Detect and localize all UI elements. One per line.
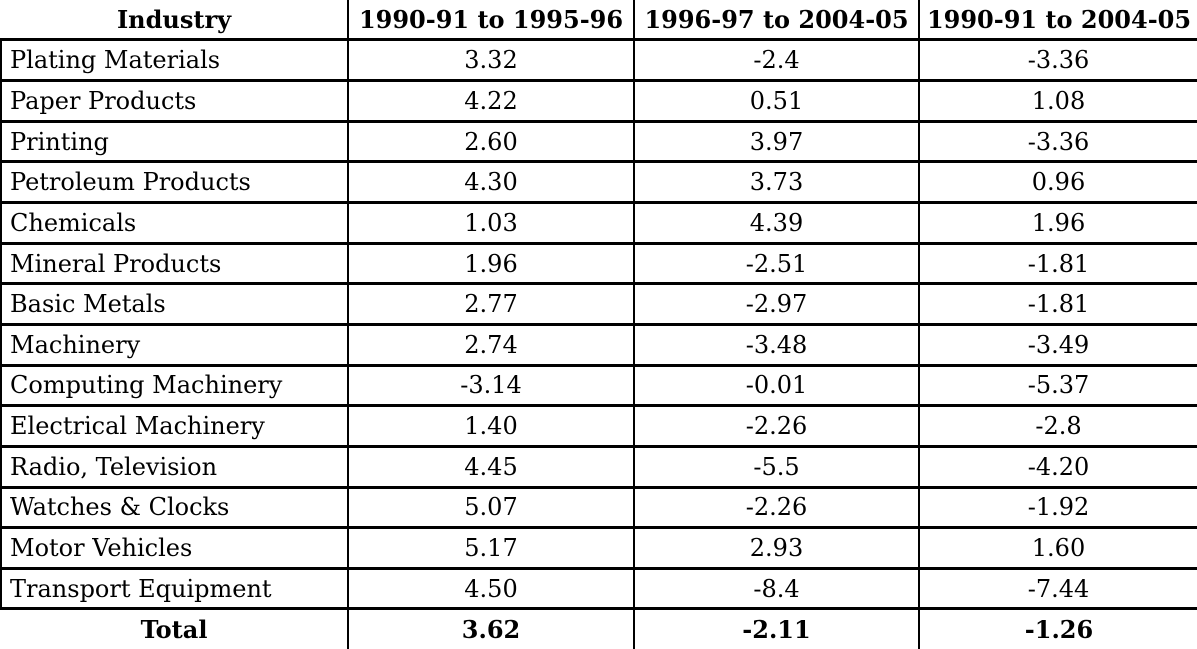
value-cell: 5.07 <box>347 485 635 530</box>
industry-cell: Radio, Television <box>0 444 349 489</box>
total-value-cell: -2.11 <box>633 607 920 649</box>
value-cell: -7.44 <box>918 566 1197 611</box>
value-cell: 1.96 <box>918 201 1197 245</box>
total-value-cell: 3.62 <box>347 607 635 649</box>
industry-cell: Printing <box>0 119 349 164</box>
industry-cell: Basic Metals <box>0 282 349 326</box>
table-row-petroleum-products: Petroleum Products 4.30 3.73 0.96 <box>0 160 1197 205</box>
table-row-chemicals: Chemicals 1.03 4.39 1.96 <box>0 201 1197 245</box>
value-cell: -5.5 <box>633 444 920 489</box>
total-row: Total 3.62 -2.11 -1.26 <box>1 607 1197 649</box>
table-row-watches-clocks: Watches & Clocks 5.07 -2.26 -1.92 <box>0 485 1197 530</box>
value-cell: 1.60 <box>918 526 1197 570</box>
table-row-machinery: Machinery 2.74 -3.48 -3.49 <box>0 322 1197 367</box>
value-cell: 4.45 <box>347 444 635 489</box>
table-row-computing-machinery: Computing Machinery -3.14 -0.01 -5.37 <box>0 363 1197 408</box>
value-cell: 0.51 <box>633 79 920 123</box>
industry-cell: Transport Equipment <box>0 566 349 611</box>
table-row-printing: Printing 2.60 3.97 -3.36 <box>0 119 1197 164</box>
table-row-paper-products: Paper Products 4.22 0.51 1.08 <box>0 79 1197 123</box>
total-value-cell: -1.26 <box>918 607 1197 649</box>
value-cell: 2.60 <box>347 119 635 164</box>
value-cell: 3.73 <box>633 160 920 205</box>
total-label-cell: Total <box>1 607 349 649</box>
value-cell: 1.40 <box>347 404 635 448</box>
value-cell: -2.8 <box>918 404 1197 448</box>
value-cell: 2.93 <box>633 526 920 570</box>
value-cell: 0.96 <box>918 160 1197 205</box>
table-row-basic-metals: Basic Metals 2.77 -2.97 -1.81 <box>0 282 1197 326</box>
value-cell: 3.32 <box>347 38 635 83</box>
value-cell: -3.48 <box>633 322 920 367</box>
value-cell: -1.81 <box>918 241 1197 286</box>
industry-cell: Paper Products <box>0 79 349 123</box>
industry-cell: Plating Materials <box>0 38 349 83</box>
value-cell: 3.97 <box>633 119 920 164</box>
header-row: Industry 1990-91 to 1995-96 1996-97 to 2… <box>1 0 1197 42</box>
value-cell: -0.01 <box>633 363 920 408</box>
industry-cell: Mineral Products <box>0 241 349 286</box>
industry-cell: Chemicals <box>0 201 349 245</box>
value-cell: -3.49 <box>918 322 1197 367</box>
value-cell: 4.39 <box>633 201 920 245</box>
value-cell: 5.17 <box>347 526 635 570</box>
table-row-motor-vehicles: Motor Vehicles 5.17 2.93 1.60 <box>0 526 1197 570</box>
industry-cell: Computing Machinery <box>0 363 349 408</box>
value-cell: -2.51 <box>633 241 920 286</box>
value-cell: -4.20 <box>918 444 1197 489</box>
value-cell: -2.4 <box>633 38 920 83</box>
col-header-period-1990-05: 1990-91 to 2004-05 <box>918 0 1197 42</box>
industry-cell: Electrical Machinery <box>0 404 349 448</box>
value-cell: -1.81 <box>918 282 1197 326</box>
value-cell: -1.92 <box>918 485 1197 530</box>
value-cell: -2.97 <box>633 282 920 326</box>
value-cell: -5.37 <box>918 363 1197 408</box>
table-row-electrical-machinery: Electrical Machinery 1.40 -2.26 -2.8 <box>0 404 1197 448</box>
industry-cell: Machinery <box>0 322 349 367</box>
value-cell: -2.26 <box>633 404 920 448</box>
industry-cell: Motor Vehicles <box>0 526 349 570</box>
value-cell: -8.4 <box>633 566 920 611</box>
industry-cell: Watches & Clocks <box>0 485 349 530</box>
value-cell: 4.30 <box>347 160 635 205</box>
col-header-period-1990-96: 1990-91 to 1995-96 <box>347 0 635 42</box>
industry-cell: Petroleum Products <box>0 160 349 205</box>
value-cell: -2.26 <box>633 485 920 530</box>
col-header-industry: Industry <box>1 0 349 42</box>
value-cell: 4.50 <box>347 566 635 611</box>
table-row-mineral-products: Mineral Products 1.96 -2.51 -1.81 <box>0 241 1197 286</box>
value-cell: 2.74 <box>347 322 635 367</box>
value-cell: 1.03 <box>347 201 635 245</box>
value-cell: -3.36 <box>918 119 1197 164</box>
value-cell: -3.36 <box>918 38 1197 83</box>
value-cell: -3.14 <box>347 363 635 408</box>
table-row-plating-materials: Plating Materials 3.32 -2.4 -3.36 <box>0 38 1197 83</box>
table-row-radio-television: Radio, Television 4.45 -5.5 -4.20 <box>0 444 1197 489</box>
col-header-period-1996-05: 1996-97 to 2004-05 <box>633 0 920 42</box>
value-cell: 4.22 <box>347 79 635 123</box>
table-row-transport-equipment: Transport Equipment 4.50 -8.4 -7.44 <box>0 566 1197 611</box>
value-cell: 1.96 <box>347 241 635 286</box>
value-cell: 2.77 <box>347 282 635 326</box>
value-cell: 1.08 <box>918 79 1197 123</box>
